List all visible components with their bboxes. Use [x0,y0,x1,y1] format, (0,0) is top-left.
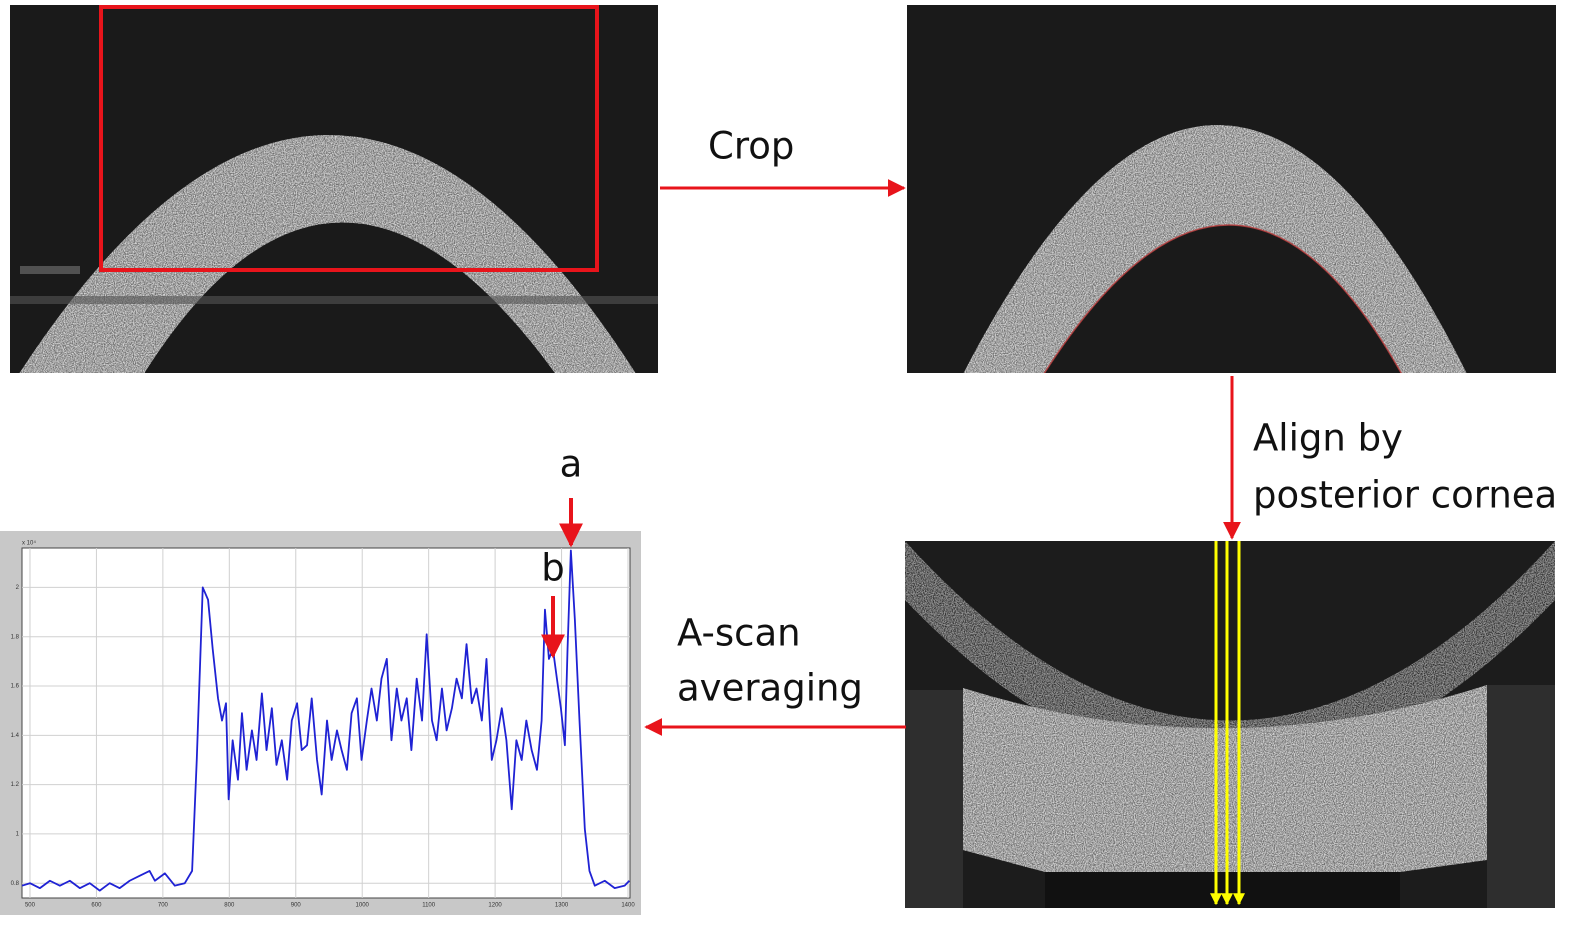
oct-image-original [10,5,658,373]
step-label: Align by [1253,417,1403,460]
x-tick-label: 900 [291,903,302,909]
step-label: averaging [677,667,863,710]
y-tick-label: 1.6 [11,684,20,690]
crop-box [99,5,599,272]
y-tick-label: 1.4 [11,733,20,739]
y-tick-label: 2 [16,585,20,591]
y-tick-label: 1 [16,831,20,837]
y-tick-label: 1.8 [11,634,20,640]
step-label: Crop [708,125,794,168]
x-tick-label: 500 [25,903,36,909]
step-label: A-scan [677,612,801,655]
x-tick-label: 1400 [621,903,635,909]
x-tick-label: 1100 [422,903,436,909]
x-tick-label: 700 [158,903,169,909]
a-scan-arrows [1210,541,1245,906]
y-tick-label: 0.8 [11,881,20,887]
x-tick-label: 600 [91,903,102,909]
x-tick-label: 1300 [555,903,569,909]
x-tick-label: 1000 [356,903,370,909]
oct-image-aligned [905,541,1555,908]
oct-image-cropped [907,5,1556,373]
x-tick-label: 800 [224,903,235,909]
peak-label: a [560,443,583,486]
peak-label: b [541,547,565,590]
data-line [21,549,630,892]
y-tick-label: 1.2 [11,782,20,788]
y-multiplier: x 10⁴ [22,540,36,547]
step-label: posterior cornea [1253,474,1557,517]
x-tick-label: 1200 [488,903,502,909]
